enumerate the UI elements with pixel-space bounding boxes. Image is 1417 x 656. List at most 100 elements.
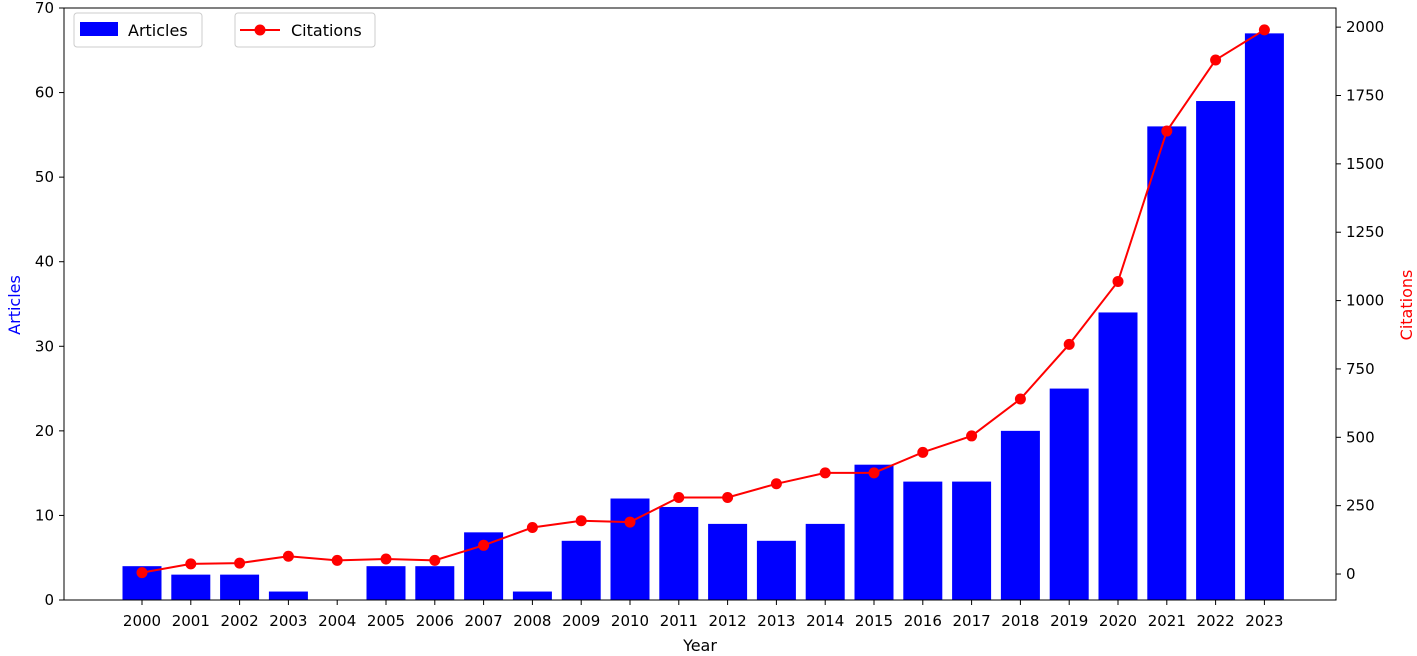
citations-point-2019 <box>1063 338 1075 350</box>
x-axis-title: Year <box>682 636 717 655</box>
x-tick-label-2005: 2005 <box>367 612 405 630</box>
y-right-tick-label-500: 500 <box>1346 428 1375 446</box>
x-tick-label-2003: 2003 <box>269 612 307 630</box>
x-tick-label-2021: 2021 <box>1148 612 1186 630</box>
bar-2019 <box>1049 388 1089 600</box>
citations-point-2004 <box>331 554 343 566</box>
bar-2005 <box>366 566 406 600</box>
x-tick-label-2019: 2019 <box>1050 612 1088 630</box>
y-right-tick-label-1500: 1500 <box>1346 155 1384 173</box>
bar-2015 <box>854 464 894 600</box>
x-tick-label-2001: 2001 <box>172 612 210 630</box>
x-tick-label-2016: 2016 <box>904 612 942 630</box>
bar-2003 <box>268 591 308 600</box>
citations-point-2010 <box>624 516 636 528</box>
x-tick-label-2011: 2011 <box>660 612 698 630</box>
citations-point-2005 <box>380 553 392 565</box>
legend-citations-swatch-marker <box>254 24 266 36</box>
x-tick-label-2010: 2010 <box>611 612 649 630</box>
bar-2008 <box>512 591 552 600</box>
x-tick-label-2000: 2000 <box>123 612 161 630</box>
bar-2023 <box>1244 33 1284 600</box>
legend-citations-label: Citations <box>291 21 362 40</box>
x-tick-label-2013: 2013 <box>757 612 795 630</box>
citations-point-2021 <box>1161 125 1173 137</box>
y-left-tick-label-40: 40 <box>35 253 54 271</box>
y-right-tick-label-1250: 1250 <box>1346 223 1384 241</box>
x-tick-label-2020: 2020 <box>1099 612 1137 630</box>
line-series-citations <box>136 24 1270 579</box>
bar-2018 <box>1000 430 1040 600</box>
citations-point-2012 <box>722 491 734 503</box>
y-left-tick-label-60: 60 <box>35 84 54 102</box>
bar-2006 <box>415 566 455 600</box>
y-left-tick-label-0: 0 <box>44 591 54 609</box>
x-tick-label-2022: 2022 <box>1197 612 1235 630</box>
y-right-tick-label-0: 0 <box>1346 565 1356 583</box>
y-left-tick-label-20: 20 <box>35 422 54 440</box>
x-tick-label-2008: 2008 <box>513 612 551 630</box>
x-tick-label-2023: 2023 <box>1245 612 1283 630</box>
y-left-tick-label-50: 50 <box>35 168 54 186</box>
plot-frame <box>63 7 1337 601</box>
y-right-tick-label-750: 750 <box>1346 360 1375 378</box>
legend-articles: Articles <box>73 12 203 48</box>
citations-point-2007 <box>478 539 490 551</box>
citations-point-2014 <box>819 467 831 479</box>
x-tick-label-2012: 2012 <box>709 612 747 630</box>
y-right-tick-label-1750: 1750 <box>1346 87 1384 105</box>
citations-point-2015 <box>868 467 880 479</box>
x-tick-label-2002: 2002 <box>221 612 259 630</box>
x-tick-label-2015: 2015 <box>855 612 893 630</box>
x-tick-label-2007: 2007 <box>465 612 503 630</box>
axes: 2000 2001 2002 2003 2004 2005 2006 2007 2008 2009… <box>35 0 1384 630</box>
y-right-tick-label-1000: 1000 <box>1346 292 1384 310</box>
citations-point-2020 <box>1112 275 1124 287</box>
bar-2009 <box>561 540 601 600</box>
bar-2011 <box>659 506 699 600</box>
legend-articles-swatch <box>80 22 118 36</box>
bar-2017 <box>952 481 992 600</box>
citations-point-2017 <box>966 430 978 442</box>
x-tick-label-2009: 2009 <box>562 612 600 630</box>
bar-2022 <box>1196 101 1236 601</box>
x-tick-label-2017: 2017 <box>953 612 991 630</box>
bar-2021 <box>1147 126 1187 601</box>
x-tick-label-2006: 2006 <box>416 612 454 630</box>
citations-point-2023 <box>1258 24 1270 36</box>
citations-point-2001 <box>185 558 197 570</box>
bar-2001 <box>171 574 211 600</box>
bar-2012 <box>708 523 748 600</box>
y-right-tick-label-2000: 2000 <box>1346 18 1384 36</box>
citations-point-2006 <box>429 554 441 566</box>
bar-2002 <box>220 574 260 600</box>
citations-point-2016 <box>917 446 929 458</box>
citations-point-2002 <box>234 557 246 569</box>
citations-point-2000 <box>136 567 148 579</box>
legend-articles-label: Articles <box>128 21 188 40</box>
citations-point-2011 <box>673 491 685 503</box>
x-tick-label-2018: 2018 <box>1001 612 1039 630</box>
citations-line <box>141 29 1265 574</box>
legend-citations: Citations <box>234 12 376 48</box>
y-left-tick-label-70: 70 <box>35 0 54 17</box>
bar-2014 <box>805 523 845 600</box>
citations-point-2008 <box>526 522 538 534</box>
bar-2020 <box>1098 312 1138 600</box>
y-left-tick-label-10: 10 <box>35 506 54 524</box>
y-right-tick-label-250: 250 <box>1346 497 1375 515</box>
bar-series-articles <box>122 33 1284 601</box>
citations-point-2018 <box>1014 393 1026 405</box>
y-axis-right-title: Citations <box>1397 270 1416 341</box>
citations-point-2003 <box>282 550 294 562</box>
citations-point-2009 <box>575 515 587 527</box>
y-axis-left-title: Articles <box>5 275 24 335</box>
bar-2013 <box>756 540 796 600</box>
citations-point-2013 <box>770 478 782 490</box>
x-tick-label-2004: 2004 <box>318 612 356 630</box>
bar-2010 <box>610 498 650 600</box>
citations-point-2022 <box>1210 54 1222 66</box>
y-left-tick-label-30: 30 <box>35 337 54 355</box>
x-tick-label-2014: 2014 <box>806 612 844 630</box>
